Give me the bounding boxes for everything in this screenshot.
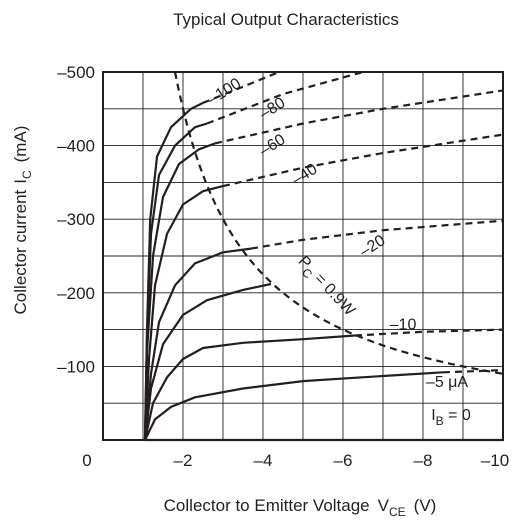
x-tick-label: –2 xyxy=(174,451,193,470)
ib-curve-solid xyxy=(143,185,224,441)
x-axis-label: Collector to Emitter Voltage VCE (V) xyxy=(164,496,437,519)
ib-curve-solid xyxy=(144,371,444,441)
curve-label: –10 xyxy=(390,317,417,334)
power-limit-curve xyxy=(173,71,504,375)
x-tick-label: –10 xyxy=(481,451,509,470)
ib-curve-solid xyxy=(143,282,272,441)
grid-lines xyxy=(103,72,503,440)
ib-curve-solid xyxy=(143,247,252,441)
y-tick-label: –300 xyxy=(57,210,95,229)
ib-curve-dashed xyxy=(214,89,504,145)
curve-label: –80 xyxy=(257,94,289,123)
ib-curve-solid xyxy=(143,334,356,441)
ib-curve-solid xyxy=(143,101,204,441)
x-tick-label: –8 xyxy=(414,451,433,470)
curve-label: –5 μA xyxy=(426,374,468,391)
y-tick-label: –400 xyxy=(57,137,95,156)
ib-curve-dashed xyxy=(202,70,280,104)
curve-label: –60 xyxy=(257,131,289,160)
y-axis-label: Collector currentIC(mA) xyxy=(11,126,34,315)
ib-curve-dashed xyxy=(442,369,504,374)
x-tick-label: 0 xyxy=(82,451,91,470)
y-tick-label: –100 xyxy=(57,357,95,376)
chart-title: Typical Output Characteristics xyxy=(173,10,399,29)
ib-curve-dashed xyxy=(354,328,504,337)
curve-label: –100 xyxy=(205,75,244,108)
ib-curve-dashed xyxy=(206,70,364,125)
y-tick-label: –500 xyxy=(57,63,95,82)
y-tick-label: –200 xyxy=(57,284,95,303)
x-tick-label: –6 xyxy=(334,451,353,470)
ib-curve-dashed xyxy=(250,219,504,250)
x-tick-label: –4 xyxy=(254,451,273,470)
power-limit-label: PC = 0.9W xyxy=(292,253,359,323)
curve-label: –40 xyxy=(289,161,321,190)
ib-curve-dashed xyxy=(222,133,504,188)
plot-frame xyxy=(102,71,504,441)
curve-label: IB = 0 xyxy=(431,407,471,428)
tick-labels: 0 –2 –4 –6 –8 –10 –100 –200 –300 –400 –500 xyxy=(57,63,509,470)
